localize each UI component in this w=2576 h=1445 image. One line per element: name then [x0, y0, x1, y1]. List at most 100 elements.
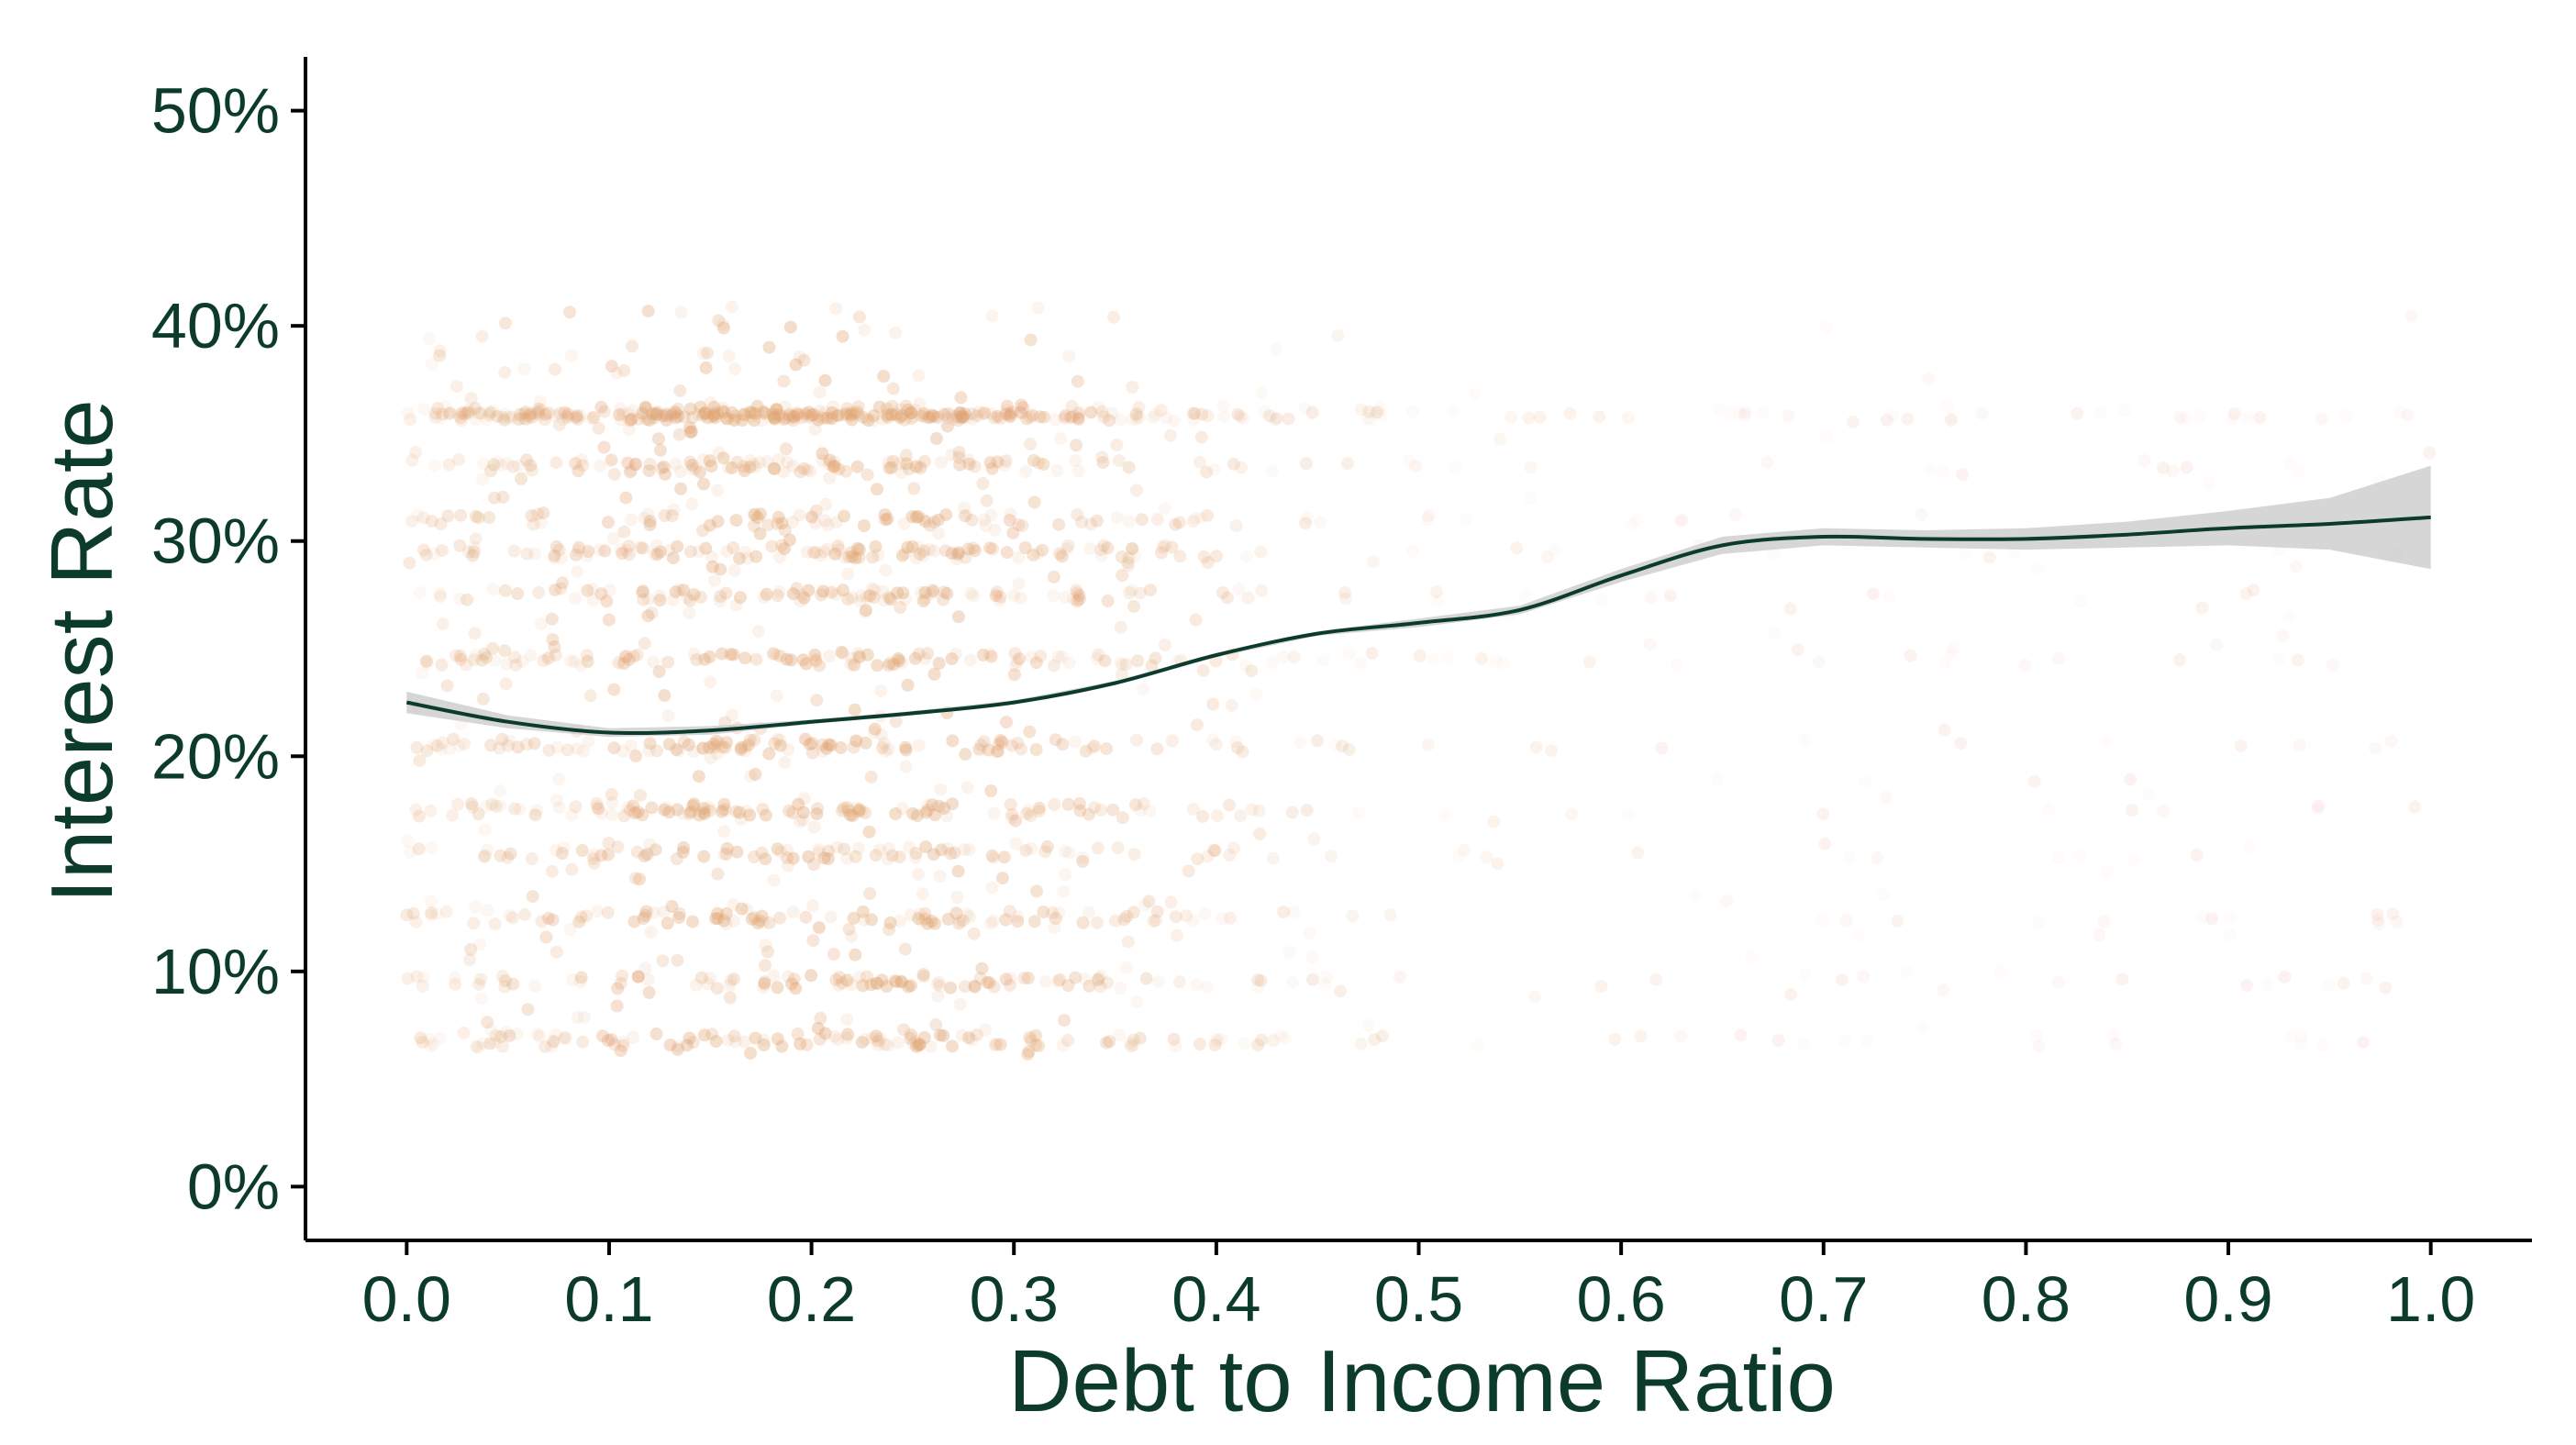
scatter-point	[1071, 595, 1084, 608]
scatter-point	[852, 650, 866, 664]
scatter-point	[1096, 456, 1110, 470]
scatter-point	[640, 848, 654, 861]
scatter-point	[542, 650, 556, 664]
scatter-point	[641, 609, 655, 623]
scatter-point	[953, 406, 967, 420]
scatter-point	[849, 948, 862, 961]
scatter-point	[705, 410, 719, 424]
scatter-point	[610, 366, 624, 380]
scatter-point	[1007, 668, 1021, 682]
scatter-point	[816, 454, 829, 468]
scatter-point	[528, 808, 542, 822]
scatter-point	[813, 405, 827, 417]
scatter-point	[1298, 402, 1312, 416]
scatter-point	[984, 650, 998, 663]
scatter-point	[674, 306, 688, 319]
scatter-point	[1029, 656, 1043, 670]
scatter-point	[1145, 659, 1159, 672]
scatter-point	[1003, 410, 1016, 423]
scatter-point	[530, 804, 544, 817]
scatter-point	[979, 1023, 992, 1037]
scatter-point	[829, 587, 843, 601]
scatter-point	[1055, 650, 1069, 663]
scatter-point	[891, 586, 904, 600]
scatter-point	[687, 797, 701, 811]
scatter-point	[1945, 412, 1959, 426]
scatter-point	[960, 781, 974, 795]
scatter-point	[624, 413, 638, 426]
scatter-point	[782, 412, 795, 426]
scatter-point	[987, 851, 1001, 865]
scatter-point	[918, 906, 932, 920]
scatter-point	[605, 796, 619, 809]
scatter-point	[570, 409, 583, 423]
scatter-point	[750, 399, 764, 413]
scatter-point	[899, 743, 913, 757]
scatter-point	[650, 407, 663, 421]
scatter-point	[607, 683, 621, 696]
scatter-point	[1733, 406, 1747, 420]
scatter-point	[552, 773, 566, 786]
scatter-point	[869, 539, 883, 553]
scatter-point	[1071, 411, 1085, 425]
scatter-point	[713, 595, 727, 608]
scatter-point	[780, 652, 794, 666]
scatter-point	[793, 350, 806, 363]
scatter-point	[420, 657, 434, 671]
scatter-point	[1362, 405, 1376, 418]
scatter-point	[818, 1027, 832, 1040]
scatter-point	[1096, 456, 1110, 470]
scatter-point	[710, 982, 724, 995]
scatter-point	[569, 548, 583, 561]
scatter-point	[713, 736, 727, 750]
scatter-point	[641, 973, 655, 986]
scatter-point	[927, 544, 941, 558]
scatter-point	[817, 545, 831, 559]
scatter-point	[783, 320, 797, 334]
scatter-point	[2253, 411, 2267, 425]
scatter-point	[636, 406, 650, 420]
scatter-point	[849, 734, 862, 748]
scatter-point	[932, 657, 946, 670]
scatter-point	[534, 517, 548, 530]
scatter-point	[1255, 1033, 1269, 1047]
scatter-point	[722, 350, 736, 363]
scatter-point	[1070, 439, 1083, 452]
scatter-point	[808, 649, 822, 661]
scatter-point	[719, 803, 733, 817]
scatter-point	[1529, 740, 1543, 754]
scatter-point	[476, 692, 490, 706]
scatter-point	[603, 584, 616, 597]
scatter-point	[475, 653, 489, 667]
scatter-point	[1014, 406, 1027, 419]
scatter-point	[2227, 407, 2241, 421]
scatter-point	[415, 666, 428, 680]
scatter-point	[755, 909, 769, 923]
scatter-point	[714, 590, 727, 604]
scatter-point	[1565, 807, 1579, 821]
scatter-point	[1113, 454, 1126, 468]
scatter-point	[1760, 455, 1774, 469]
scatter-point	[2423, 446, 2437, 460]
scatter-point	[516, 412, 529, 425]
scatter-point	[520, 453, 533, 467]
scatter-point	[639, 905, 653, 918]
scatter-point	[642, 744, 656, 758]
scatter-point	[1689, 888, 1703, 902]
scatter-point	[1027, 453, 1040, 467]
scatter-point	[851, 408, 865, 421]
scatter-point	[561, 406, 575, 420]
scatter-point	[2100, 865, 2114, 879]
scatter-point	[738, 545, 752, 559]
scatter-point	[1158, 639, 1171, 651]
scatter-point	[1548, 543, 1561, 557]
scatter-point	[1206, 697, 1220, 711]
x-tick-label: 0.0	[362, 1263, 451, 1335]
scatter-point	[697, 807, 711, 820]
scatter-point	[2018, 659, 2032, 672]
scatter-point	[1026, 408, 1039, 422]
scatter-point	[818, 514, 832, 528]
scatter-point	[1631, 846, 1644, 860]
scatter-point	[1056, 738, 1070, 751]
scatter-point	[2030, 1028, 2044, 1042]
